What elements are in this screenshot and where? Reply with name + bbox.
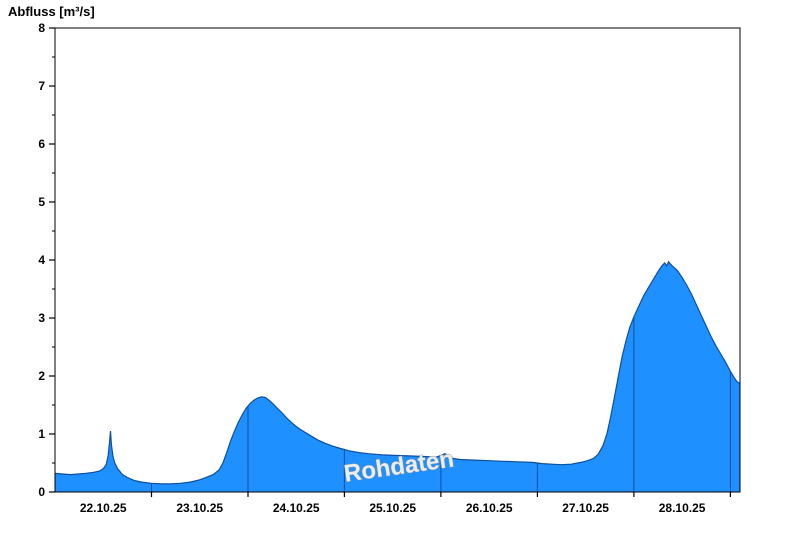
chart-title: Abfluss [m³/s] xyxy=(8,4,95,19)
y-tick-label: 1 xyxy=(38,427,45,441)
x-tick-label: 26.10.25 xyxy=(466,501,513,515)
y-tick-label: 4 xyxy=(38,253,45,267)
x-tick-label: 28.10.25 xyxy=(659,501,706,515)
y-tick-label: 2 xyxy=(38,369,45,383)
y-tick-label: 3 xyxy=(38,311,45,325)
x-tick-label: 23.10.25 xyxy=(176,501,223,515)
x-tick-label: 27.10.25 xyxy=(562,501,609,515)
y-tick-label: 8 xyxy=(38,21,45,35)
y-tick-label: 6 xyxy=(38,137,45,151)
area-series xyxy=(55,261,740,492)
y-tick-label: 5 xyxy=(38,195,45,209)
y-tick-label: 7 xyxy=(38,79,45,93)
y-tick-label: 0 xyxy=(38,485,45,499)
x-tick-label: 22.10.25 xyxy=(80,501,127,515)
x-tick-label: 25.10.25 xyxy=(369,501,416,515)
series-line xyxy=(54,260,741,485)
x-tick-label: 24.10.25 xyxy=(273,501,320,515)
